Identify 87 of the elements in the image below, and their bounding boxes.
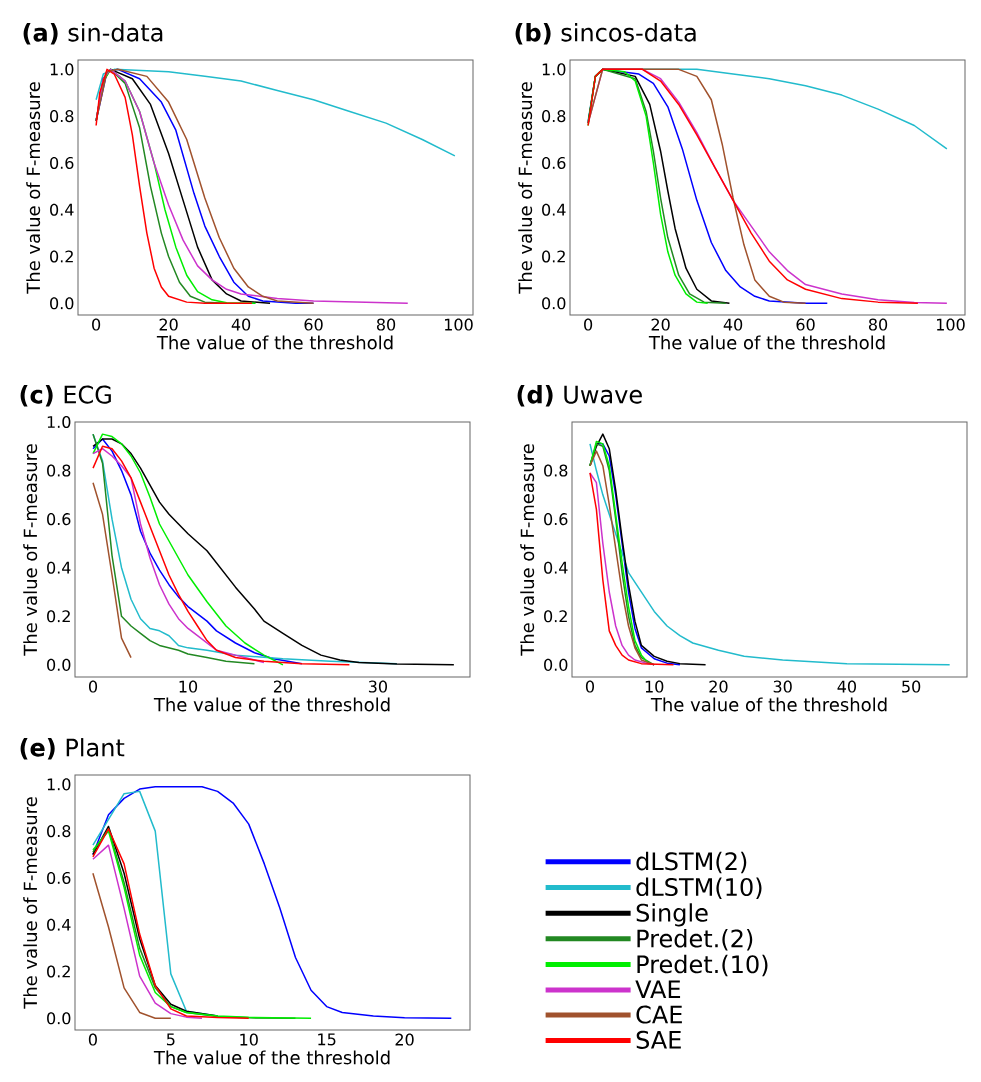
x-tick-label: 50 <box>902 680 921 693</box>
y-tick-label: 0.0 <box>47 1012 71 1025</box>
legend-label: CAE <box>636 1005 682 1024</box>
y-tick-label: 1.0 <box>47 778 71 791</box>
y-axis-title: The value of F-measure <box>23 797 38 1009</box>
legend-label: dLSTM(2) <box>636 851 747 874</box>
line-series <box>92 844 203 1020</box>
y-axis-title: The value of F-measure <box>23 444 38 656</box>
y-tick-label: 0.6 <box>544 513 568 526</box>
y-axis-title: The value of F-measure <box>520 444 535 656</box>
y-tick-label: 0.8 <box>47 464 71 477</box>
y-tick-label: 0.0 <box>544 658 568 671</box>
line-series <box>95 68 456 157</box>
chart-title: (c) ECG <box>20 385 111 407</box>
x-tick-label: 0 <box>585 680 595 693</box>
x-tick-label: 100 <box>444 318 473 331</box>
legend-label: SAE <box>636 1030 681 1049</box>
legend-label: Single <box>636 903 708 927</box>
x-tick-label: 40 <box>231 318 251 331</box>
x-tick-label: 0 <box>88 1033 97 1046</box>
x-axis-title: The value of the threshold <box>650 697 887 712</box>
x-tick-label: 30 <box>368 680 388 693</box>
x-tick-label: 0 <box>584 318 593 331</box>
x-tick-label: 80 <box>868 318 888 331</box>
line-series <box>92 481 132 659</box>
x-tick-label: 10 <box>645 680 664 693</box>
x-tick-label: 20 <box>651 318 670 331</box>
x-tick-label: 30 <box>773 680 792 693</box>
x-tick-label: 20 <box>159 318 178 331</box>
y-tick-label: 0.8 <box>544 464 568 477</box>
legend-label: Predet.(2) <box>637 929 753 951</box>
legend-label: VAE <box>635 980 681 998</box>
y-tick-label: 0.8 <box>542 110 566 123</box>
y-tick-label: 0.2 <box>50 250 73 263</box>
x-tick-label: 40 <box>723 318 743 331</box>
x-tick-label: 20 <box>709 680 728 693</box>
chart-title: (a) sin-data <box>23 23 163 45</box>
y-tick-label: 0.0 <box>50 297 74 310</box>
legend-label: Predet.(10) <box>637 954 768 977</box>
x-tick-label: 100 <box>936 318 965 331</box>
line-series <box>92 872 172 1020</box>
x-tick-label: 80 <box>376 318 396 331</box>
x-tick-label: 15 <box>318 1033 336 1046</box>
chart-title: (d) Uwave <box>517 385 642 407</box>
x-axis-title: The value of the threshold <box>153 697 390 712</box>
y-tick-label: 0.4 <box>544 561 568 574</box>
y-tick-label: 0.0 <box>47 658 71 671</box>
y-tick-label: 0.2 <box>542 250 565 263</box>
y-axis-title: The value of F-measure <box>26 82 41 294</box>
x-tick-label: 10 <box>240 1033 258 1046</box>
x-tick-label: 60 <box>796 318 815 331</box>
y-tick-label: 1.0 <box>50 63 74 76</box>
x-tick-label: 20 <box>273 680 293 693</box>
y-tick-label: 0.8 <box>50 110 74 123</box>
x-tick-label: 20 <box>395 1033 414 1046</box>
y-tick-label: 0.6 <box>542 156 566 169</box>
y-tick-label: 0.6 <box>50 156 74 169</box>
y-tick-label: 1.0 <box>47 415 71 429</box>
x-tick-label: 0 <box>92 318 101 331</box>
x-axis-title: The value of the threshold <box>153 1050 390 1065</box>
y-tick-label: 0.4 <box>47 918 71 931</box>
y-tick-label: 0.4 <box>542 203 566 216</box>
y-tick-label: 0.8 <box>47 825 71 838</box>
x-axis-title: The value of the threshold <box>648 335 885 350</box>
chart-title: (b) sincos-data <box>515 23 696 45</box>
x-tick-label: 40 <box>837 680 856 693</box>
line-series <box>95 68 315 305</box>
y-tick-label: 0.2 <box>47 610 70 623</box>
y-tick-label: 1.0 <box>542 63 566 76</box>
y-tick-label: 0.2 <box>544 610 567 623</box>
x-tick-label: 0 <box>89 680 98 693</box>
y-axis-title: The value of F-measure <box>518 82 533 294</box>
y-tick-label: 0.6 <box>47 513 71 526</box>
y-tick-label: 0.0 <box>542 297 566 310</box>
line-series <box>92 828 250 1020</box>
y-tick-label: 0.4 <box>47 561 71 574</box>
legend-label: dLSTM(10) <box>636 877 762 899</box>
x-tick-label: 5 <box>166 1033 175 1046</box>
line-series <box>95 68 409 305</box>
chart-title: (e) Plant <box>20 738 125 760</box>
x-tick-label: 60 <box>304 318 323 331</box>
x-axis-title: The value of the threshold <box>156 335 393 350</box>
y-tick-label: 0.4 <box>50 203 74 216</box>
y-tick-label: 0.2 <box>47 965 70 978</box>
y-tick-label: 0.6 <box>47 871 71 884</box>
line-series <box>589 472 675 666</box>
x-tick-label: 10 <box>179 680 198 693</box>
